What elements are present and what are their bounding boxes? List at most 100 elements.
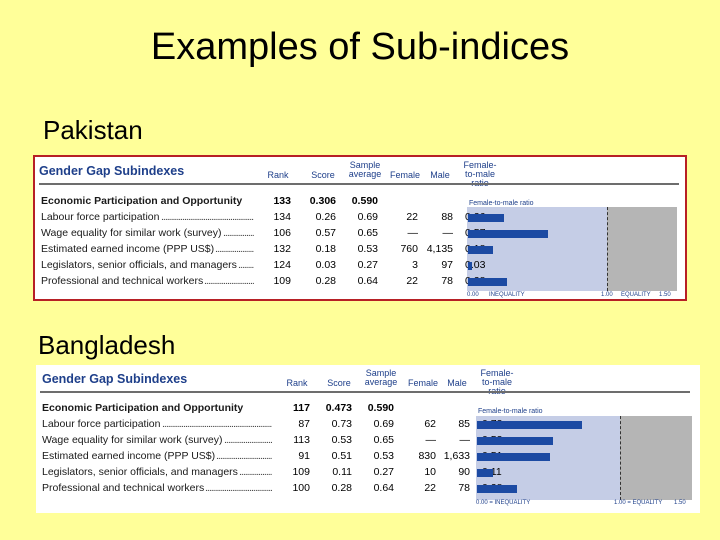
slide-title: Examples of Sub-indices <box>150 26 570 68</box>
cell-male: 90 <box>458 466 470 478</box>
axis-label-zero: 0.00 <box>467 292 479 298</box>
table-row: Labour force participation 134 0.26 0.69 22 8… <box>41 211 485 225</box>
column-header-male: Male <box>447 378 467 388</box>
cell-rank: 124 <box>273 259 291 271</box>
equality-zone <box>620 416 692 500</box>
row-label: Economic Participation and Opportunity <box>41 195 243 207</box>
table-row: Professional and technical workers 109 0.2… <box>41 275 485 289</box>
cell-score: 0.28 <box>331 482 352 494</box>
dot-leader: ........................................… <box>239 466 272 478</box>
cell-score: 0.26 <box>315 211 336 223</box>
cell-female: — <box>425 434 437 446</box>
axis-label-inequality: INEQUALITY <box>489 292 525 298</box>
column-header-score: Score <box>311 170 335 180</box>
ratio-bar <box>477 421 583 429</box>
dot-leader: ........................................… <box>223 227 254 239</box>
cell-sample: 0.64 <box>373 482 394 494</box>
cell-male: 4,135 <box>426 243 453 255</box>
axis-label-one: 1.00 = EQUALITY <box>614 500 663 506</box>
header-rule <box>40 391 690 393</box>
ratio-bar <box>468 262 473 270</box>
cell-male: — <box>459 434 471 446</box>
ratio-bar <box>477 469 493 477</box>
column-header-female: Female <box>389 170 420 180</box>
column-header-rank: Rank <box>267 170 289 180</box>
cell-rank: 100 <box>292 482 310 494</box>
cell-sample: 0.69 <box>357 211 378 223</box>
ratio-bar <box>468 214 505 222</box>
equality-line <box>607 207 608 291</box>
axis-label-max: 1.50 <box>659 292 671 298</box>
table-row: Wage equality for similar work (survey) 1… <box>41 227 485 241</box>
row-label: Professional and technical workers <box>42 482 205 494</box>
subindex-table-pakistan: Gender Gap Subindexes Rank Score Sample ave… <box>33 155 687 301</box>
cell-male: — <box>442 227 454 239</box>
cell-score: 0.53 <box>331 434 352 446</box>
cell-sample: 0.53 <box>357 243 378 255</box>
cell-rank: 132 <box>273 243 291 255</box>
column-header-score: Score <box>327 378 351 388</box>
cell-male: 85 <box>458 418 470 430</box>
axis-label-equality: EQUALITY <box>621 292 651 298</box>
cell-male: 88 <box>441 211 453 223</box>
dot-leader: ........................................… <box>215 243 254 255</box>
cell-rank: 134 <box>273 211 291 223</box>
table-row: Economic Participation and Opportunity 13… <box>41 195 465 209</box>
cell-sample: 0.27 <box>357 259 378 271</box>
ratio-chart-title: Female-to-male ratio <box>478 408 543 415</box>
cell-score: 0.28 <box>315 275 336 287</box>
row-label: Wage equality for similar work (survey) <box>42 434 223 446</box>
cell-female: 22 <box>406 211 418 223</box>
table-row: Professional and technical workers 100 0.2… <box>42 482 502 496</box>
equality-zone <box>607 207 677 291</box>
cell-male: 78 <box>458 482 470 494</box>
column-header-female: Female <box>407 378 438 388</box>
dot-leader: ........................................… <box>205 482 272 494</box>
ratio-bar <box>468 278 508 286</box>
ratio-chart-title: Female-to-male ratio <box>469 200 534 207</box>
ratio-bar <box>477 453 551 461</box>
cell-score: 0.03 <box>315 259 336 271</box>
cell-sample: 0.27 <box>373 466 394 478</box>
table-row: Wage equality for similar work (survey) 1… <box>42 434 502 448</box>
row-label: Legislators, senior officials, and manag… <box>41 259 237 271</box>
cell-female: 62 <box>424 418 436 430</box>
cell-sample: 0.69 <box>373 418 394 430</box>
cell-score: 0.473 <box>325 402 352 414</box>
cell-sample: 0.65 <box>373 434 394 446</box>
cell-rank: 91 <box>298 450 310 462</box>
cell-rank: 109 <box>292 466 310 478</box>
cell-sample: 0.64 <box>357 275 378 287</box>
row-label: Labour force participation <box>41 211 160 223</box>
cell-sample: 0.590 <box>367 402 394 414</box>
subindex-table-bangladesh: Gender Gap Subindexes Rank Score Sample ave… <box>36 365 700 513</box>
country-label-bangladesh: Bangladesh <box>38 330 176 360</box>
cell-score: 0.57 <box>315 227 336 239</box>
cell-female: 3 <box>412 259 418 271</box>
cell-female: 10 <box>424 466 436 478</box>
ratio-bar <box>468 230 548 238</box>
table-row: Economic Participation and Opportunity 11… <box>42 402 474 416</box>
ratio-bar <box>477 485 518 493</box>
cell-score: 0.51 <box>331 450 352 462</box>
table-row: Legislators, senior officials, and manag… <box>41 259 485 273</box>
cell-female: 22 <box>424 482 436 494</box>
cell-rank: 133 <box>273 195 291 207</box>
dot-leader: ........................................… <box>238 259 254 271</box>
cell-rank: 117 <box>293 402 310 414</box>
cell-rank: 109 <box>273 275 291 287</box>
row-label: Legislators, senior officials, and manag… <box>42 466 238 478</box>
axis-label-zero: 0.00 = INEQUALITY <box>476 500 531 506</box>
row-label: Estimated earned income (PPP US$) <box>41 243 215 255</box>
column-header-sample: Sample average <box>364 368 398 387</box>
dot-leader: ........................................… <box>204 275 254 287</box>
column-header-sample: Sample average <box>348 160 382 179</box>
dot-leader: ........................................… <box>162 418 272 430</box>
cell-score: 0.73 <box>331 418 352 430</box>
cell-rank: 87 <box>298 418 310 430</box>
table-row: Labour force participation 87 0.73 0.69 62 85… <box>42 418 502 432</box>
ratio-bar <box>468 246 494 254</box>
row-label: Wage equality for similar work (survey) <box>41 227 222 239</box>
row-label: Economic Participation and Opportunity <box>42 402 244 414</box>
table-title: Gender Gap Subindexes <box>39 164 185 178</box>
